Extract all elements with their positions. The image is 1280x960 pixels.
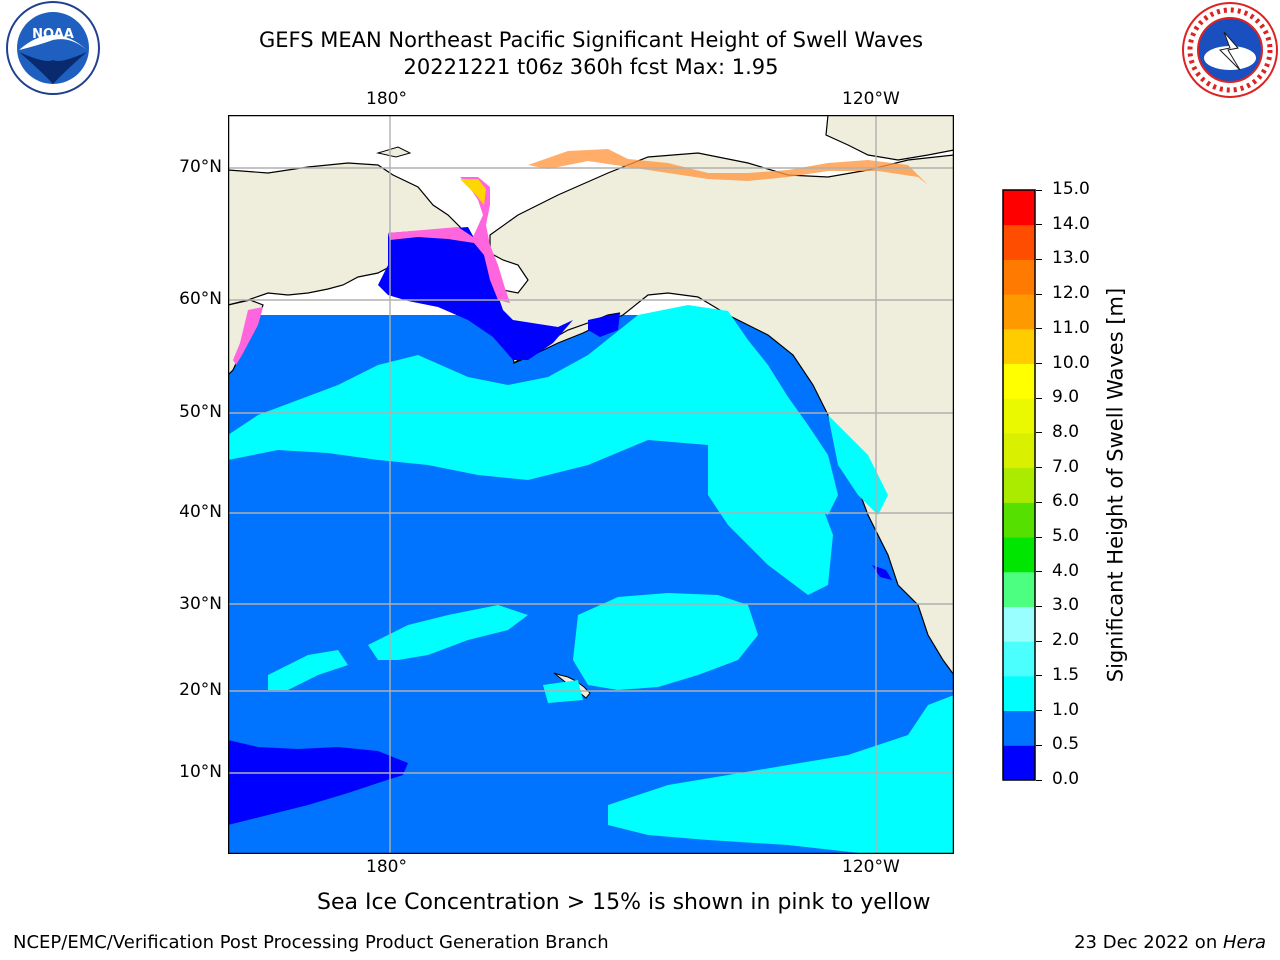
colorbar-tick-label: 9.0 [1052, 387, 1080, 408]
sea-ice-edge [388, 177, 510, 303]
colorbar-tick-label: 2.0 [1052, 630, 1080, 651]
footer-credit: NCEP/EMC/Verification Post Processing Pr… [13, 932, 609, 953]
colorbar [1002, 189, 1036, 781]
colorbar-tick-label: 10.0 [1052, 352, 1090, 373]
bottom-lon-label-120w: 120°W [842, 857, 900, 877]
colorbar-tick [1036, 605, 1042, 607]
nws-logo-icon [1182, 2, 1278, 98]
colorbar-tick [1036, 640, 1042, 642]
graticule [228, 115, 954, 854]
colorbar-tick-label: 1.0 [1052, 699, 1080, 720]
colorbar-tick-label: 14.0 [1052, 213, 1090, 234]
colorbar-tick [1036, 224, 1042, 226]
colorbar-tick [1036, 293, 1042, 295]
footer-date: 23 Dec 2022 on Hera [1074, 932, 1266, 953]
swell-patch-subtropic [573, 593, 758, 690]
noaa-logo-icon: NOAA [6, 1, 100, 95]
colorbar-step [1003, 224, 1035, 260]
ice-note: Sea Ice Concentration > 15% is shown in … [317, 890, 931, 915]
colorbar-tick [1036, 675, 1042, 677]
sea-gulf-dark [588, 313, 620, 337]
sea-bering [378, 227, 573, 360]
lat-label-50n: 50°N [179, 402, 222, 422]
top-lon-label-180: 180° [366, 89, 407, 109]
lat-label-70n: 70°N [179, 157, 222, 177]
swell-coastal-east [828, 415, 888, 515]
colorbar-tick [1036, 744, 1042, 746]
colorbar-step [1003, 190, 1035, 226]
colorbar-step [1003, 571, 1035, 607]
colorbar-tick-label: 11.0 [1052, 317, 1090, 338]
colorbar-step [1003, 363, 1035, 399]
colorbar-step [1003, 641, 1035, 677]
colorbar-tick-label: 0.0 [1052, 769, 1080, 789]
colorbar-label: Significant Height of Swell Waves [m] [1103, 287, 1128, 683]
colorbar-tick-label: 4.0 [1052, 560, 1080, 581]
colorbar-step [1003, 606, 1035, 642]
bottom-lon-label-180: 180° [366, 857, 407, 877]
colorbar-tick-label: 7.0 [1052, 456, 1080, 477]
colorbar-step [1003, 710, 1035, 746]
colorbar-tick [1036, 363, 1042, 365]
colorbar-tick-label: 5.0 [1052, 526, 1080, 547]
colorbar-step [1003, 467, 1035, 503]
footer-machine: Hera [1222, 932, 1266, 953]
colorbar-tick [1036, 189, 1042, 191]
colorbar-tick-label: 13.0 [1052, 248, 1090, 269]
colorbar-step [1003, 675, 1035, 712]
title-line-2: 20221221 t06z 360h fcst Max: 1.95 [403, 55, 779, 79]
colorbar-tick-label: 1.5 [1052, 664, 1080, 685]
colorbar-tick [1036, 571, 1042, 573]
colorbar-step [1003, 432, 1035, 469]
svg-text:NOAA: NOAA [32, 27, 74, 42]
colorbar-tick-label: 6.0 [1052, 491, 1080, 512]
lat-label-60n: 60°N [179, 289, 222, 309]
colorbar-tick [1036, 501, 1042, 503]
colorbar-tick [1036, 710, 1042, 712]
colorbar-tick-label: 3.0 [1052, 595, 1080, 616]
sea-ice-yellow [460, 179, 486, 205]
colorbar-step [1003, 537, 1035, 573]
swell-south [608, 695, 954, 854]
colorbar-tick-label: 8.0 [1052, 421, 1080, 442]
swell-patch-west2 [268, 650, 348, 690]
top-lon-label-120w: 120°W [842, 89, 900, 109]
colorbar-tick-label: 12.0 [1052, 283, 1090, 304]
lat-label-20n: 20°N [179, 680, 222, 700]
map-plot [228, 115, 954, 854]
colorbar-step [1003, 294, 1035, 330]
swell-patch-mid-east [708, 445, 833, 595]
sea-dark-baja [872, 565, 892, 580]
colorbar-tick [1036, 779, 1042, 781]
colorbar-step [1003, 259, 1035, 295]
land-arctic-islands [825, 115, 954, 161]
colorbar-tick [1036, 328, 1042, 330]
colorbar-tick [1036, 397, 1042, 399]
footer-date-text: 23 Dec 2022 on [1074, 932, 1223, 953]
colorbar-tick [1036, 258, 1042, 260]
swell-patch-west [368, 605, 528, 660]
colorbar-tick [1036, 536, 1042, 538]
sea-ice-arctic [528, 149, 928, 185]
colorbar-tick [1036, 467, 1042, 469]
colorbar-tick-label: 0.5 [1052, 734, 1080, 755]
sea-ice-kamchatka [233, 307, 263, 365]
colorbar-tick-label: 15.0 [1052, 179, 1090, 199]
colorbar-tick [1036, 432, 1042, 434]
title-line-1: GEFS MEAN Northeast Pacific Significant … [258, 28, 924, 52]
colorbar-step [1003, 398, 1035, 434]
colorbar-border [1002, 189, 1036, 781]
lat-label-30n: 30°N [179, 594, 222, 614]
colorbar-step [1003, 502, 1035, 538]
colorbar-step [1003, 745, 1035, 781]
swell-band-north [228, 305, 838, 515]
lat-label-40n: 40°N [179, 502, 222, 522]
sea-dark-west [228, 740, 408, 825]
lat-label-10n: 10°N [179, 762, 222, 782]
colorbar-step [1003, 328, 1035, 365]
